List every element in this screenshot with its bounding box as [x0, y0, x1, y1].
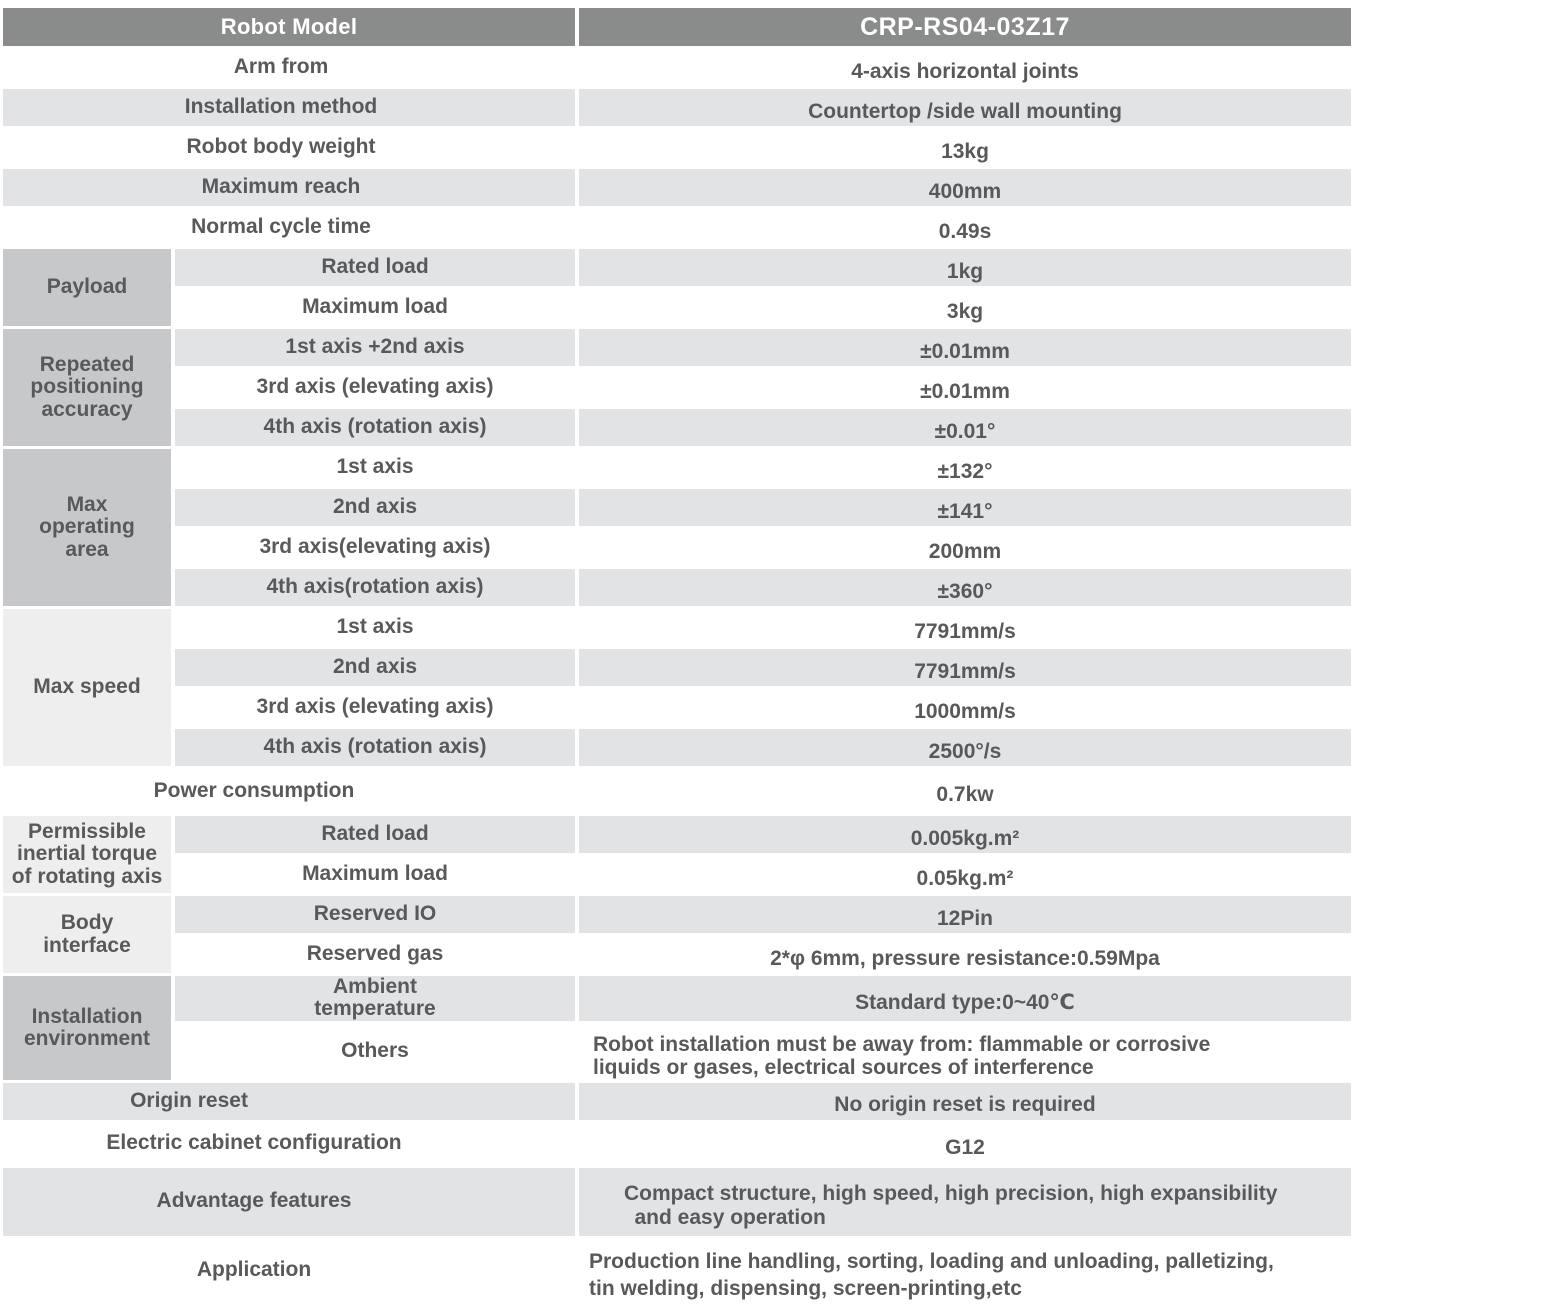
group-cell-payload: Payload	[3, 249, 171, 326]
reserved-io-value: 12Pin	[579, 896, 1351, 933]
table-row: Application Production line handling, so…	[3, 1239, 1351, 1303]
accuracy-axis12-value: ±0.01mm	[579, 329, 1351, 366]
area-axis2-label: 2nd axis	[175, 489, 575, 526]
speed-axis2-value: 7791mm/s	[579, 649, 1351, 686]
reserved-io-label: Reserved IO	[175, 896, 575, 933]
others-label: Others	[341, 1039, 409, 1063]
table-row: 3rd axis (elevating axis) ±0.01mm	[3, 369, 1351, 406]
table-row: Reserved gas 2*φ 6mm, pressure resistanc…	[3, 936, 1351, 973]
table-row: Advantage features Compact structure, hi…	[3, 1167, 1351, 1236]
group-cell-accuracy: Repeated positioning accuracy	[3, 329, 171, 446]
table-row: 2nd axis ±141°	[3, 489, 1351, 526]
robot-spec-table: Robot Model CRP-RS04-03Z17 Arm from 4-ax…	[0, 5, 1355, 1306]
group-cell-body-interface: Body interface	[3, 896, 171, 973]
area-axis4-label: 4th axis(rotation axis)	[175, 569, 575, 606]
power-consumption-label: Power consumption	[153, 778, 355, 802]
table-row: 3rd axis(elevating axis) 200mm	[3, 529, 1351, 566]
speed-axis4-value: 2500°/s	[579, 729, 1351, 766]
area-axis1-value: ±132°	[937, 459, 993, 483]
table-row: Robot body weight 13kg	[3, 129, 1351, 166]
accuracy-axis4-value: ±0.01°	[579, 409, 1351, 446]
arm-from-label: Arm from	[233, 55, 329, 79]
speed-axis4-label: 4th axis (rotation axis)	[175, 729, 575, 766]
area-axis4-value: ±360°	[579, 569, 1351, 606]
table-row: 4th axis(rotation axis) ±360°	[3, 569, 1351, 606]
table-row: Others Robot installation must be away f…	[3, 1024, 1351, 1080]
table-row: Origin reset No origin reset is required	[3, 1082, 1351, 1120]
group-cell-operating-area: Max operating area	[3, 449, 171, 606]
payload-rated-load-value: 1kg	[579, 249, 1351, 286]
table-row: Max speed 1st axis 7791mm/s	[3, 609, 1351, 766]
application-label: Application	[196, 1258, 312, 1282]
table-row: Permissible inertial torque of rotating …	[3, 816, 1351, 893]
cabinet-config-label: Electric cabinet configuration	[106, 1131, 402, 1155]
advantage-features-value: Compact structure, high speed, high prec…	[579, 1167, 1351, 1236]
payload-rated-load-label: Rated load	[175, 249, 575, 286]
table-row: 4th axis (rotation axis) ±0.01°	[3, 409, 1351, 446]
group-cell-environment: Installation environment	[3, 976, 171, 1080]
table-row: Installation method Countertop /side wal…	[3, 89, 1351, 126]
accuracy-axis3-value: ±0.01mm	[920, 379, 1010, 403]
table-row: 4th axis (rotation axis) 2500°/s	[3, 729, 1351, 766]
table-row: Maximum load 0.05kg.m²	[3, 856, 1351, 893]
application-value: Production line handling, sorting, loadi…	[589, 1249, 1274, 1301]
cycle-time-label: Normal cycle time	[191, 215, 371, 239]
table-row: Normal cycle time 0.49s	[3, 209, 1351, 246]
table-row: 3rd axis (elevating axis) 1000mm/s	[3, 689, 1351, 726]
speed-axis1-label: 1st axis	[336, 615, 414, 639]
ambient-temperature-label: Ambient temperature	[175, 976, 575, 1021]
area-axis2-value: ±141°	[579, 489, 1351, 526]
origin-reset-value: No origin reset is required	[579, 1082, 1351, 1120]
table-row: Repeated positioning accuracy 1st axis +…	[3, 329, 1351, 446]
speed-axis3-label: 3rd axis (elevating axis)	[256, 695, 494, 719]
area-axis1-label: 1st axis	[336, 455, 414, 479]
table-row: Body interface Reserved IO 12Pin	[3, 896, 1351, 973]
power-consumption-value: 0.7kw	[936, 783, 994, 807]
speed-axis3-value: 1000mm/s	[914, 699, 1016, 723]
origin-reset-label: Origin reset	[3, 1082, 575, 1120]
table-row: Max operating area 1st axis ±132°	[3, 449, 1351, 606]
torque-max-load-value: 0.05kg.m²	[916, 866, 1014, 890]
table-row: Installation environment Ambient tempera…	[3, 976, 1351, 1080]
reserved-gas-label: Reserved gas	[306, 942, 444, 966]
area-axis3-label: 3rd axis(elevating axis)	[259, 535, 491, 559]
table-row: Maximum load 3kg	[3, 289, 1351, 326]
arm-from-value: 4-axis horizontal joints	[851, 59, 1079, 83]
table-row: Payload Rated load 1kg	[3, 249, 1351, 326]
accuracy-axis3-label: 3rd axis (elevating axis)	[256, 375, 494, 399]
max-reach-value: 400mm	[579, 169, 1351, 206]
max-reach-label: Maximum reach	[3, 169, 575, 206]
group-cell-inertial-torque: Permissible inertial torque of rotating …	[3, 816, 171, 893]
torque-rated-load-value: 0.005kg.m²	[579, 816, 1351, 853]
installation-method-value: Countertop /side wall mounting	[579, 89, 1351, 126]
body-weight-label: Robot body weight	[186, 135, 376, 159]
speed-axis2-label: 2nd axis	[175, 649, 575, 686]
ambient-temperature-value: Standard type:0~40℃	[579, 976, 1351, 1021]
cycle-time-value: 0.49s	[938, 219, 992, 243]
installation-method-label: Installation method	[3, 89, 575, 126]
body-weight-value: 13kg	[941, 139, 989, 163]
robot-model-value-header: CRP-RS04-03Z17	[579, 8, 1351, 46]
advantage-features-label: Advantage features	[3, 1167, 575, 1236]
cabinet-config-value: G12	[945, 1135, 985, 1159]
payload-max-load-value: 3kg	[946, 299, 984, 323]
torque-rated-load-label: Rated load	[175, 816, 575, 853]
table-header-row: Robot Model CRP-RS04-03Z17	[3, 8, 1351, 46]
table-row: Arm from 4-axis horizontal joints	[3, 49, 1351, 86]
accuracy-axis12-label: 1st axis +2nd axis	[175, 329, 575, 366]
group-cell-max-speed: Max speed	[3, 609, 171, 766]
speed-axis1-value: 7791mm/s	[914, 619, 1016, 643]
others-value: Robot installation must be away from: fl…	[593, 1032, 1211, 1080]
table-row: Electric cabinet configuration G12	[3, 1123, 1351, 1165]
accuracy-axis4-label: 4th axis (rotation axis)	[175, 409, 575, 446]
reserved-gas-value: 2*φ 6mm, pressure resistance:0.59Mpa	[770, 946, 1160, 970]
payload-max-load-label: Maximum load	[302, 295, 448, 319]
area-axis3-value: 200mm	[928, 539, 1002, 563]
table-row: 2nd axis 7791mm/s	[3, 649, 1351, 686]
robot-model-header: Robot Model	[3, 8, 575, 46]
torque-max-load-label: Maximum load	[302, 862, 448, 886]
table-row: Maximum reach 400mm	[3, 169, 1351, 206]
table-row: Power consumption 0.7kw	[3, 769, 1351, 813]
